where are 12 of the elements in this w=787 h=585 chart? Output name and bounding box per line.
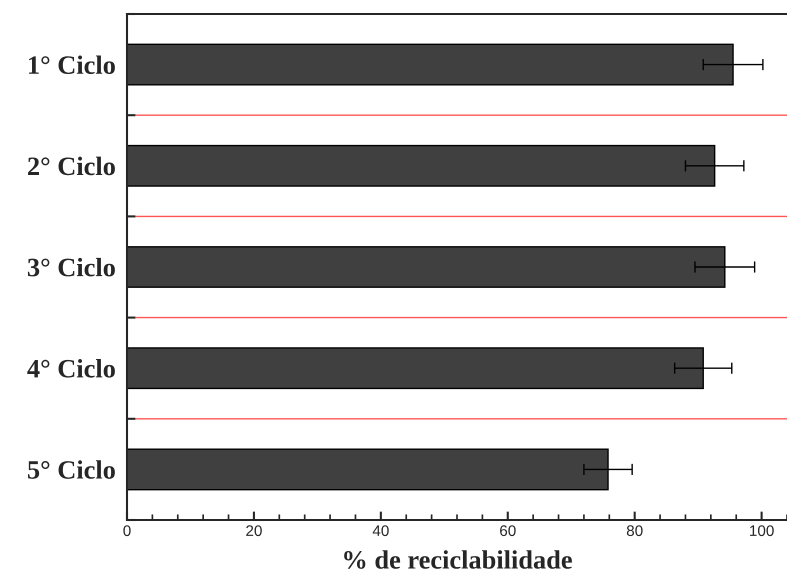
x-tick-label: 0	[123, 525, 131, 536]
y-tick-label: 3° Ciclo	[28, 258, 115, 276]
y-tick-label: 2° Ciclo	[28, 156, 115, 176]
x-axis-title: % de reciclabilidade	[344, 550, 572, 569]
y-tick-label: 1° Ciclo	[29, 55, 115, 74]
y-tick-label: 5° Ciclo	[28, 460, 115, 479]
x-tick-label: 80	[626, 525, 643, 536]
x-tick-label: 20	[246, 525, 262, 536]
x-tick-label: 60	[500, 525, 516, 536]
x-tick-label: 100	[750, 525, 774, 536]
x-tick-label: 40	[372, 525, 389, 536]
y-tick-label: 4° Ciclo	[27, 359, 115, 378]
